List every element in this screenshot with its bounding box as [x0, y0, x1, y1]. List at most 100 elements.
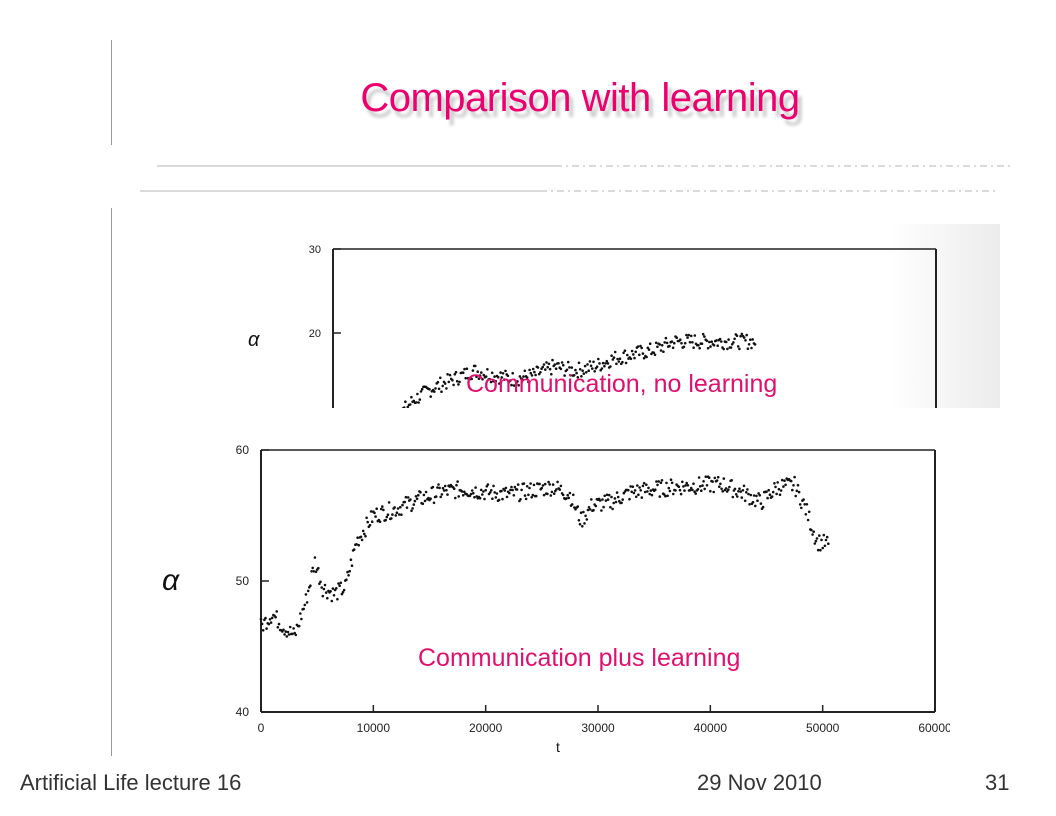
chart-top-point [513, 384, 517, 387]
chart-bottom-point [400, 513, 403, 516]
chart-bottom-point [437, 483, 440, 486]
chart-bottom-point [751, 500, 755, 504]
chart-top-point [439, 376, 442, 380]
chart-bottom-point [503, 489, 507, 492]
chart-bottom-point [483, 497, 486, 501]
chart-bottom-point [422, 493, 426, 497]
chart-bottom-xtick-label: 50000 [806, 721, 840, 735]
chart-top-point [609, 365, 612, 368]
chart-bottom-point [431, 485, 435, 489]
chart-bottom-point [274, 615, 277, 619]
chart-top-point [470, 377, 473, 381]
chart-bottom-point [520, 488, 523, 492]
chart-bottom-point [311, 566, 314, 570]
chart-bottom-point [733, 487, 737, 491]
chart-bottom-point [684, 484, 687, 487]
chart-top-ytick-label: 20 [309, 328, 321, 340]
chart-bottom-panel: 40 50 60 0 10000 20000 30000 40000 50000 60000 α t [150, 410, 950, 762]
chart-bottom-point [339, 581, 343, 585]
chart-bottom-point [702, 480, 705, 483]
chart-bottom-point [335, 587, 338, 590]
chart-top-point [516, 380, 519, 383]
chart-top-point [622, 351, 625, 355]
chart-bottom-point [810, 528, 813, 532]
chart-top-point [464, 376, 467, 380]
chart-top-point [732, 341, 735, 344]
chart-bottom-point [417, 493, 420, 497]
chart-top-point [494, 380, 498, 383]
chart-top-point [529, 371, 533, 375]
chart-bottom-point [443, 484, 447, 488]
chart-top-point [406, 405, 410, 408]
chart-bottom-point [697, 476, 701, 479]
chart-top-ytick-label: 30 [309, 244, 321, 256]
chart-bottom-point [778, 493, 782, 496]
chart-bottom-point [509, 488, 512, 492]
chart-bottom-point [802, 498, 805, 501]
chart-top-point [565, 368, 569, 372]
chart-bottom-point [654, 488, 657, 491]
chart-bottom-point [716, 475, 720, 479]
chart-top-point [691, 341, 694, 344]
chart-top-point [727, 338, 730, 341]
chart-bottom-point [394, 514, 398, 517]
chart-top-point [592, 360, 595, 364]
chart-bottom-point [674, 489, 677, 492]
chart-bottom-point [641, 484, 645, 488]
chart-top-point [604, 362, 607, 365]
chart-top-point [749, 338, 752, 341]
chart-bottom-point [582, 510, 585, 514]
chart-bottom-point [633, 489, 637, 492]
chart-bottom-point [285, 635, 289, 638]
chart-bottom-point [628, 497, 631, 501]
chart-bottom-point [701, 484, 704, 487]
chart-top-point [481, 377, 484, 381]
chart-top-point [709, 345, 712, 348]
chart-top-point [589, 364, 593, 368]
chart-top-point [504, 369, 507, 373]
chart-bottom-point [275, 610, 278, 613]
chart-bottom-point [419, 491, 422, 494]
chart-top-point [544, 368, 547, 371]
chart-top-point [724, 340, 728, 344]
chart-bottom-point [475, 495, 479, 498]
chart-bottom-point [683, 489, 686, 492]
chart-top-point [441, 384, 444, 388]
chart-bottom-point [773, 482, 776, 485]
chart-bottom-point [442, 489, 446, 492]
chart-top-point [499, 371, 502, 374]
chart-top-point [465, 367, 469, 370]
chart-top-point [550, 372, 553, 376]
chart-top-point [518, 375, 522, 378]
chart-bottom-point [291, 632, 294, 636]
chart-top-point [534, 373, 537, 377]
chart-top-point [612, 356, 616, 359]
chart-top-point [455, 379, 459, 383]
chart-bottom-point [642, 481, 646, 485]
chart-top-point [572, 374, 576, 377]
chart-top-point [419, 390, 423, 393]
chart-top-point [477, 377, 481, 380]
chart-bottom-point [292, 627, 295, 630]
chart-bottom-point [446, 493, 449, 496]
chart-bottom-point [381, 505, 384, 508]
chart-top-point [496, 375, 500, 379]
chart-top-point [679, 338, 682, 341]
chart-bottom-point [284, 630, 287, 633]
chart-top-point [718, 337, 722, 341]
chart-top-point [463, 367, 466, 371]
chart-bottom-point [813, 542, 817, 545]
left-rule-top [111, 40, 112, 145]
chart-top-point [517, 384, 520, 387]
chart-top-point [511, 371, 514, 375]
chart-bottom-point [429, 497, 432, 500]
chart-bottom-point [414, 495, 418, 498]
chart-bottom-point [681, 480, 684, 484]
chart-bottom-point [385, 515, 389, 519]
chart-bottom-point [303, 603, 307, 607]
chart-top-point [542, 363, 546, 366]
chart-bottom-point [473, 496, 476, 499]
chart-bottom-point [679, 492, 683, 496]
chart-bottom-point [321, 594, 325, 598]
chart-bottom-point [479, 488, 483, 492]
